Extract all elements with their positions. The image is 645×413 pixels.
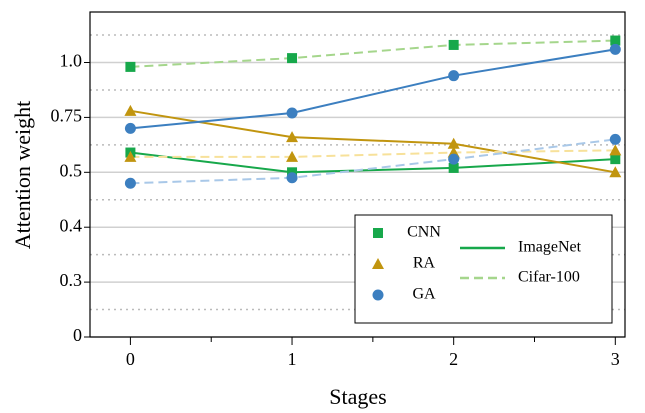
marker	[609, 43, 621, 55]
legend-label: Cifar-100	[518, 269, 580, 286]
marker	[125, 61, 136, 72]
legend: CNN RA GA ImageNet Cifar-100	[354, 214, 613, 324]
line	[130, 149, 616, 158]
x-tick-label: 0	[126, 349, 135, 369]
y-axis-label: Attention weight	[10, 101, 35, 249]
line	[130, 39, 616, 68]
y-tick-label: 0.5	[60, 160, 83, 180]
marker	[609, 144, 622, 156]
legend-box	[354, 214, 613, 324]
marker	[609, 166, 622, 178]
legend-marker	[372, 258, 384, 269]
marker	[610, 35, 621, 46]
legend-label: CNN	[407, 224, 441, 241]
x-tick-label: 2	[449, 349, 458, 369]
marker	[124, 177, 136, 189]
marker	[610, 154, 621, 165]
plot-frame	[89, 11, 626, 338]
x-tick-label: 3	[611, 349, 620, 369]
marker	[448, 70, 460, 82]
legend-label: RA	[413, 255, 436, 272]
legend-label: ImageNet	[518, 239, 582, 256]
line	[130, 48, 616, 130]
y-tick-label: 1.0	[60, 51, 83, 71]
line	[130, 138, 616, 185]
marker	[124, 122, 136, 134]
marker	[124, 150, 137, 162]
legend-marker	[372, 289, 384, 301]
marker	[447, 137, 460, 149]
marker	[286, 150, 299, 162]
marker	[124, 104, 137, 116]
x-tick-label: 1	[288, 349, 297, 369]
y-tick-label: 0.3	[60, 270, 83, 290]
y-tick-label: 0.75	[51, 106, 83, 126]
legend-label: GA	[412, 286, 436, 303]
marker	[448, 153, 460, 165]
marker	[609, 133, 621, 145]
marker	[286, 131, 299, 143]
marker	[448, 39, 459, 50]
line	[130, 109, 616, 174]
marker	[448, 162, 459, 173]
marker	[286, 107, 298, 119]
marker	[286, 172, 298, 184]
y-tick-label: 0	[73, 325, 82, 345]
line	[130, 151, 616, 174]
marker	[287, 53, 298, 64]
x-axis-label: Stages	[329, 384, 386, 409]
legend-marker	[373, 228, 383, 238]
y-tick-label: 0.4	[60, 215, 83, 235]
